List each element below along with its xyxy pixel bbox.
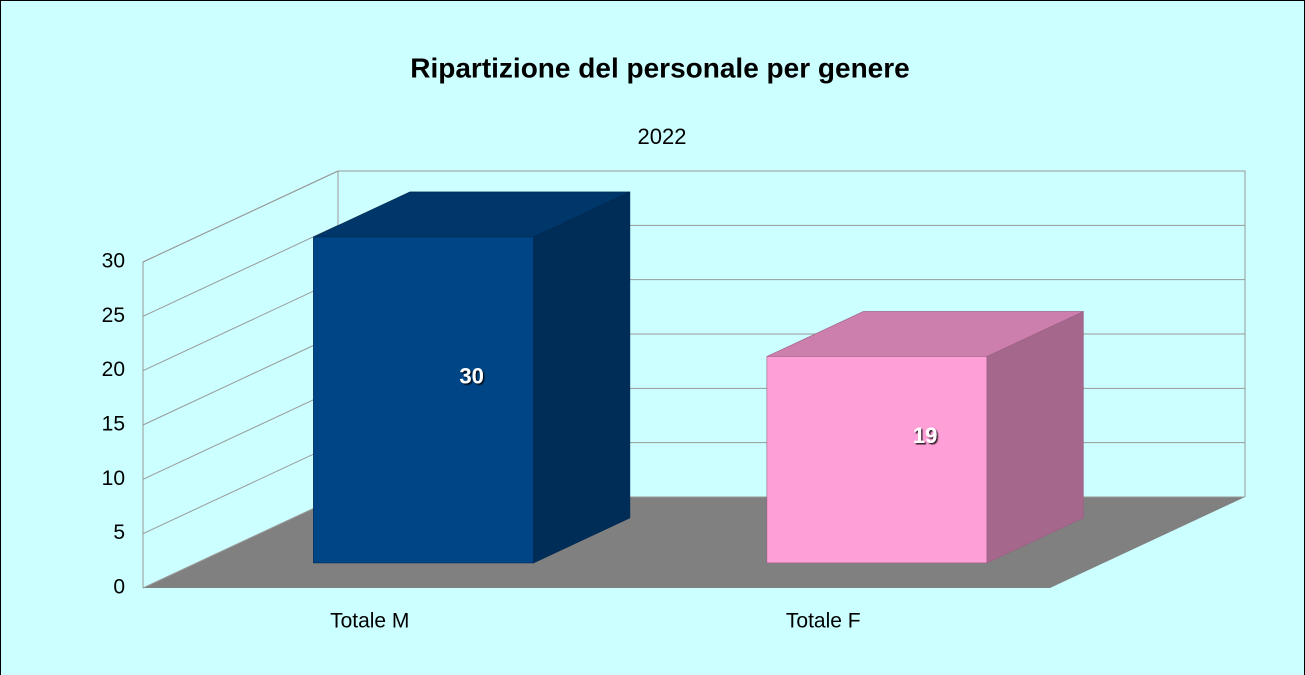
bar	[313, 191, 631, 564]
bar-side	[533, 191, 631, 564]
chart-title: Ripartizione del personale per genere	[410, 52, 909, 83]
x-tick-label: Totale M	[330, 610, 409, 633]
y-tick-label: 30	[102, 250, 125, 273]
data-label: 30	[459, 363, 483, 388]
grid-line	[142, 279, 339, 372]
y-tick-label: 5	[113, 521, 125, 544]
chart-subtitle: 2022	[638, 124, 687, 149]
bar	[766, 310, 1084, 564]
grid-line	[142, 170, 339, 263]
y-tick-label: 0	[113, 576, 125, 599]
y-tick-label: 10	[102, 467, 125, 490]
grid-line	[142, 224, 339, 317]
x-tick-label: Totale F	[786, 610, 861, 633]
y-tick-label: 20	[102, 358, 125, 381]
grid-line	[142, 442, 339, 535]
bar-front	[766, 356, 988, 564]
bar-front	[313, 236, 534, 564]
grid-line	[142, 496, 339, 589]
grid-line	[142, 387, 339, 480]
y-tick-label: 15	[102, 413, 125, 436]
grid-line	[142, 333, 339, 426]
data-label: 19	[913, 423, 937, 448]
y-tick-label: 25	[102, 304, 125, 327]
